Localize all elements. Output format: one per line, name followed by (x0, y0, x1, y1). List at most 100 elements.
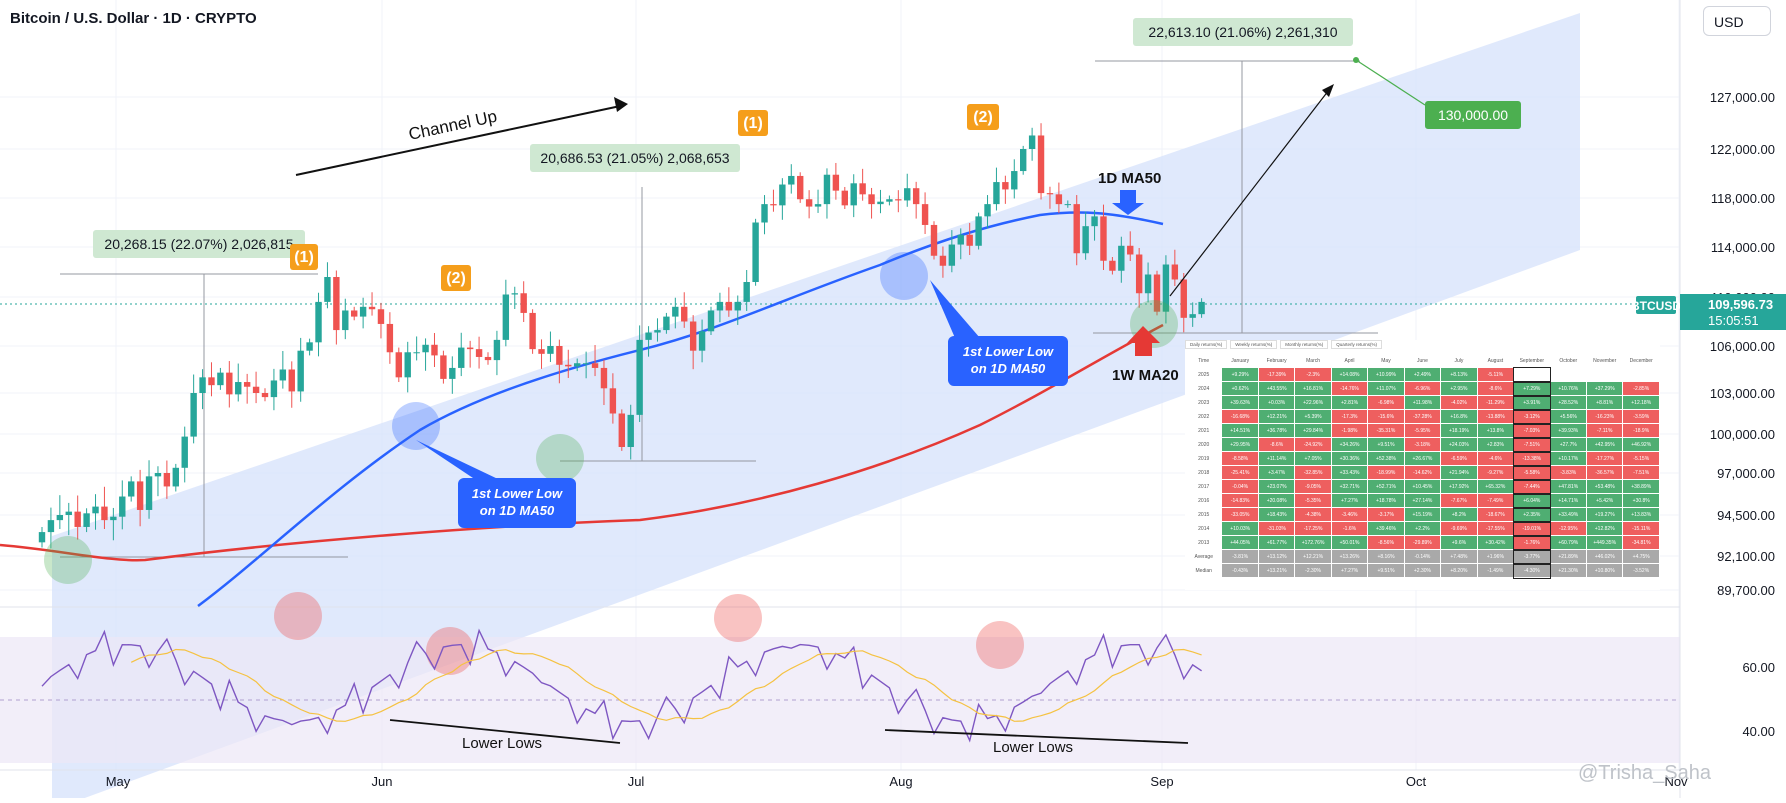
table-cell: -24.92% (1294, 437, 1332, 452)
time-tick-label: May (106, 774, 131, 789)
table-cell: +10.03% (1221, 521, 1259, 536)
table-header-cell: January (1221, 353, 1259, 368)
table-header-cell: February (1257, 353, 1296, 368)
table-cell: +2.95% (1440, 381, 1478, 396)
candle-body (1153, 274, 1161, 312)
candle-body (966, 234, 973, 246)
table-cell: +37.29% (1585, 381, 1624, 396)
table-row: 2025 +9.29% -17.39% -2.3% +14.08% +10.99% +2.4… (1184, 366, 1660, 383)
table-header-cell: October (1549, 353, 1587, 368)
table-row: 2022 -16.68% +12.21% +5.39% -17.3% -15.6% -37.… (1184, 408, 1660, 425)
candle-body (814, 204, 822, 207)
returns-tab[interactable]: Monthly returns(%) (1280, 340, 1329, 349)
table-cell: +18.43% (1257, 507, 1296, 522)
candle-body (208, 377, 215, 386)
red-circle (714, 594, 762, 642)
currency-select[interactable]: USD (1703, 6, 1771, 36)
candle-body (645, 332, 652, 340)
table-cell: +43.55% (1257, 381, 1296, 396)
table-cell: +7.48% (1440, 549, 1478, 564)
returns-tab[interactable]: Quarterly returns(%) (1331, 340, 1382, 349)
target-label-box (1425, 101, 1521, 129)
table-cell: +7.27% (1330, 563, 1369, 578)
candle-body (698, 331, 706, 351)
wave-2-label-b-box (967, 104, 999, 130)
candle-body (190, 393, 197, 437)
table-cell: +9.51% (1367, 563, 1405, 578)
table-cell: +7.05% (1294, 451, 1332, 466)
candle-body (342, 310, 349, 331)
table-year-cell: Median (1184, 563, 1223, 578)
lower-lows-label-1: Lower Lows (462, 735, 542, 752)
table-cell: -17.27% (1585, 451, 1624, 466)
returns-table: Time January February March April May June July… (1184, 353, 1660, 579)
table-cell: +22.96% (1294, 395, 1332, 410)
price-tick-label: 100,000.00 (1710, 427, 1775, 442)
table-cell: +39.46% (1367, 521, 1405, 536)
candle-body (181, 436, 188, 468)
table-cell: -8.6% (1257, 437, 1296, 452)
lower-low-callout-2-line2: on 1D MA50 (971, 361, 1046, 376)
returns-tabs[interactable]: Daily returns(%) Weekly returns(%) Monthly… (1185, 340, 1660, 349)
returns-tab[interactable]: Daily returns(%) (1185, 340, 1228, 349)
table-cell (1512, 366, 1552, 383)
red-circle (976, 621, 1024, 669)
table-cell: -17.39% (1257, 367, 1296, 382)
table-cell: +52.71% (1367, 479, 1405, 494)
table-cell: +39.63% (1221, 395, 1259, 410)
candle-body (1162, 264, 1170, 312)
ticker-badge (1636, 296, 1676, 314)
table-row: 2016 -14.83% +20.08% -5.35% +7.27% +18.78% +27… (1184, 492, 1660, 509)
table-cell: +13.12% (1257, 549, 1296, 564)
table-cell: +50.01% (1330, 535, 1369, 550)
price-tick-label: 118,000.00 (1711, 191, 1775, 206)
last-price-box (1680, 294, 1786, 330)
candle-body (351, 310, 358, 317)
channel-arrow-head (614, 97, 628, 112)
table-cell: +26.67% (1403, 451, 1442, 466)
price-tick-label: 127,000.00 (1710, 90, 1775, 105)
candle-body (1144, 274, 1152, 294)
table-cell: -7.67% (1440, 493, 1478, 508)
returns-tab[interactable]: Weekly returns(%) (1230, 340, 1278, 349)
candle-body (217, 372, 224, 386)
candle-body (1171, 264, 1179, 280)
table-header-cell: December (1622, 353, 1660, 368)
price-tick-label: 106,000.00 (1710, 339, 1775, 354)
price-tick-label: 114,000.00 (1711, 240, 1775, 255)
table-cell: +15.19% (1403, 507, 1442, 522)
table-row: Average -3.81% +13.12% +12.21% +13.26% +8.16%… (1184, 548, 1660, 565)
candle-body (1073, 204, 1080, 254)
table-header-cell: November (1585, 353, 1624, 368)
candle-body (440, 355, 447, 379)
price-tick-label: 103,000.00 (1710, 386, 1775, 401)
table-cell: +61.77% (1257, 535, 1296, 550)
table-cell: +39.93% (1549, 423, 1587, 438)
candle-body (1082, 226, 1089, 254)
candle-body (832, 174, 840, 191)
table-cell: +14.71% (1549, 493, 1587, 508)
table-cell: +30.8% (1622, 493, 1660, 508)
candle-body (199, 377, 206, 393)
table-row: Median -0.43% +13.21% -2.30% +7.27% +9.51% +2.… (1184, 562, 1660, 579)
price-tick-label: 92,100.00 (1717, 549, 1775, 564)
table-cell: -36.57% (1585, 465, 1624, 480)
table-cell: -7.44% (1512, 478, 1552, 495)
candle-body (627, 414, 634, 447)
measure-2-label: 20,686.53 (21.05%) 2,068,653 (540, 150, 729, 166)
table-cell: +172.76% (1294, 535, 1332, 550)
table-row: 2021 +14.51% +36.78% +29.84% -1.98% -35.31% -5… (1184, 422, 1660, 439)
candle-body (235, 382, 242, 395)
table-cell: -4.6% (1476, 451, 1515, 466)
table-year-cell: 2014 (1184, 521, 1223, 536)
table-cell: -8.56% (1367, 535, 1405, 550)
candle-body (797, 175, 804, 200)
candle-body (895, 199, 902, 201)
table-cell: -7.51% (1512, 436, 1552, 453)
table-cell: -29.89% (1403, 535, 1442, 550)
measure-1-label: 20,268.15 (22.07%) 2,026,815 (104, 236, 293, 252)
candle-body (74, 511, 81, 527)
time-tick-label: Aug (889, 774, 912, 789)
lower-low-callout-1-line1: 1st Lower Low (472, 486, 563, 501)
